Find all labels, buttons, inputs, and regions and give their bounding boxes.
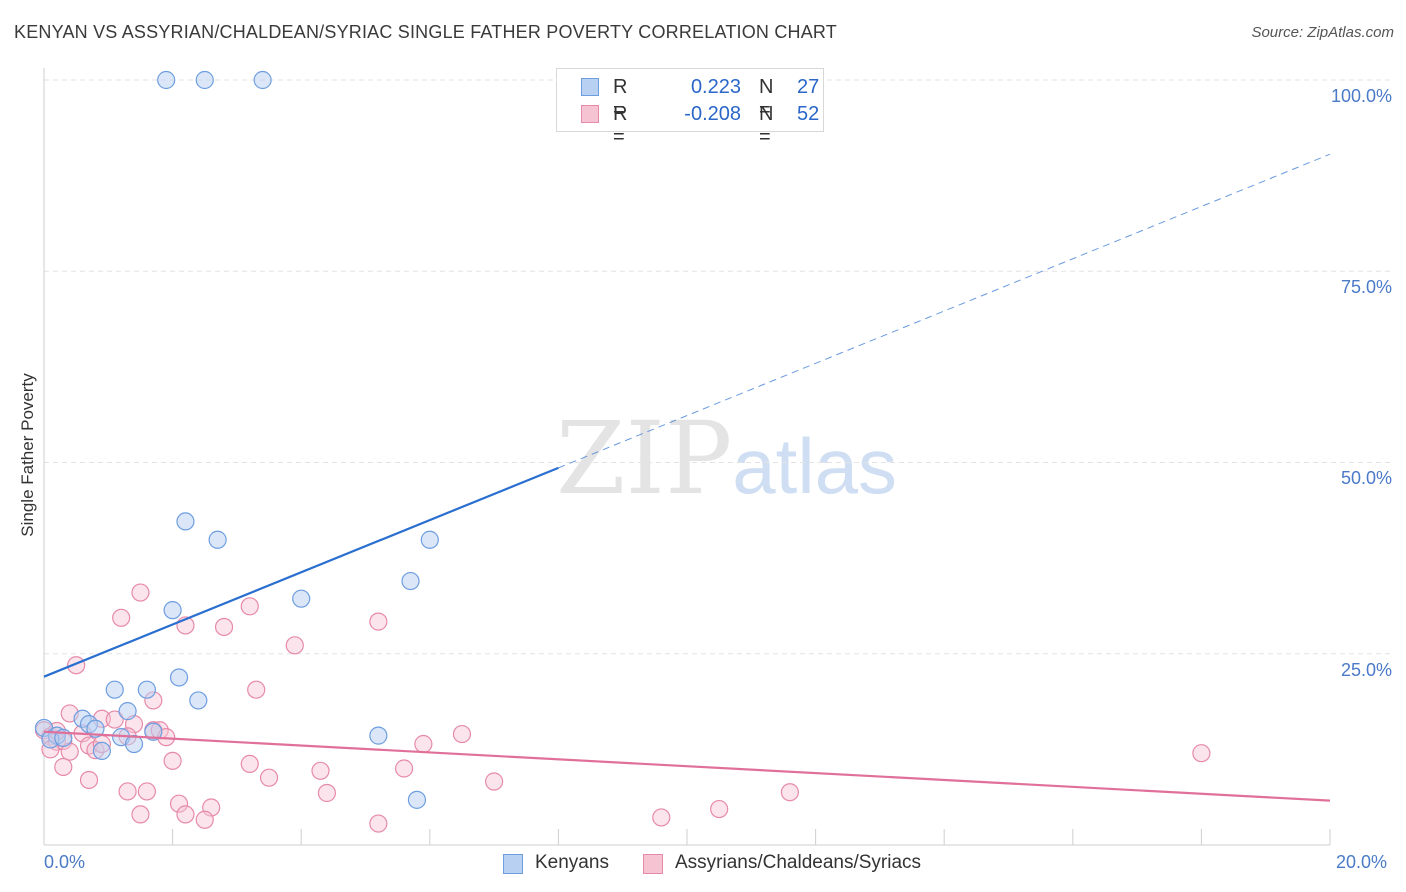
watermark-zip: ZIP — [556, 400, 733, 517]
r-label: R = — [613, 103, 628, 148]
assyrian-point — [79, 770, 99, 790]
series-legend: Kenyans Assyrians/Chaldeans/Syriacs — [0, 852, 1406, 878]
assyrians-swatch — [581, 105, 599, 123]
watermark: ZIPatlas — [556, 400, 897, 517]
y-axis-label: Single Father Poverty — [18, 373, 37, 537]
y-tick-label-100: 100.0% — [1330, 86, 1392, 106]
kenyan-point — [163, 601, 182, 620]
kenyan-point — [369, 726, 388, 745]
watermark-atlas: atlas — [732, 422, 898, 510]
assyrian-point — [369, 814, 388, 833]
kenyans-legend-swatch — [503, 854, 523, 874]
kenyan-point — [176, 512, 195, 531]
kenyan-point — [407, 790, 427, 809]
n-label: N = — [759, 103, 774, 148]
kenyan-point — [92, 741, 111, 761]
kenyan-point — [144, 722, 163, 741]
kenyan-point — [401, 571, 420, 591]
kenyan-point — [124, 734, 144, 754]
kenyan-point — [137, 680, 156, 699]
kenyan-trend-extension — [558, 153, 1331, 469]
kenyan-point — [253, 70, 272, 90]
assyrian-point — [214, 617, 234, 637]
assyrian-point — [710, 799, 729, 819]
x-tick-label-min: 0.0% — [44, 852, 86, 872]
assyrian-point — [1192, 744, 1211, 763]
assyrian-point — [137, 782, 156, 801]
legend-label-kenyans: Kenyans — [535, 852, 609, 873]
kenyan-point — [420, 530, 439, 549]
y-tick-label-25: 25.0% — [1340, 660, 1392, 680]
assyrian-point — [131, 583, 150, 602]
y-tick-label-50: 50.0% — [1340, 468, 1392, 488]
kenyan-trend-line — [43, 466, 559, 678]
assyrians-legend-swatch — [643, 854, 663, 874]
assyrian-point — [414, 734, 433, 754]
kenyan-point — [208, 530, 227, 549]
assyrian-point — [169, 794, 189, 813]
kenyans-swatch — [581, 78, 599, 96]
assyrian-point — [105, 710, 124, 729]
assyrian-point — [240, 754, 259, 774]
kenyan-point — [157, 70, 176, 90]
x-tick-label-max: 20.0% — [1336, 852, 1388, 872]
assyrian-point — [452, 724, 472, 744]
n-label: N = — [759, 76, 774, 121]
kenyan-point — [105, 680, 124, 699]
n-value: 27 — [797, 76, 820, 98]
kenyan-point — [118, 702, 137, 721]
y-tick-label-75: 75.0% — [1340, 277, 1392, 297]
assyrian-point — [394, 759, 414, 778]
assyrian-point — [163, 751, 182, 770]
assyrian-point — [780, 783, 799, 802]
assyrian-point — [311, 761, 330, 780]
assyrian-point — [176, 805, 195, 824]
kenyan-point — [195, 70, 214, 90]
r-value: -0.208 — [684, 103, 741, 125]
assyrian-point — [240, 597, 259, 616]
assyrian-point — [259, 768, 279, 787]
assyrian-point — [131, 805, 150, 824]
assyrian-point — [369, 612, 388, 631]
assyrian-point — [485, 772, 504, 791]
kenyan-point — [292, 589, 311, 608]
stats-legend: R = 0.223 N = 27 R = -0.208 N = 52 — [556, 68, 824, 148]
legend-label-assyrians: Assyrians/Chaldeans/Syriacs — [675, 852, 922, 873]
r-label: R = — [613, 76, 628, 121]
assyrian-point — [317, 783, 337, 803]
assyrian-point — [247, 680, 266, 699]
source-label: Source: ZipAtlas.com — [1251, 24, 1394, 41]
chart-title: KENYAN VS ASSYRIAN/CHALDEAN/SYRIAC SINGL… — [14, 22, 837, 42]
kenyan-point — [189, 691, 208, 710]
r-value: 0.223 — [690, 76, 741, 98]
assyrian-point — [285, 636, 304, 655]
assyrian-trend-line — [43, 730, 1331, 802]
assyrian-point — [652, 808, 671, 827]
assyrian-point — [112, 608, 131, 627]
kenyan-point — [169, 668, 189, 687]
assyrian-point — [118, 782, 137, 801]
assyrian-point — [195, 810, 214, 829]
n-value: 52 — [797, 103, 820, 125]
kenyan-point — [86, 719, 105, 738]
assyrian-point — [54, 757, 73, 777]
